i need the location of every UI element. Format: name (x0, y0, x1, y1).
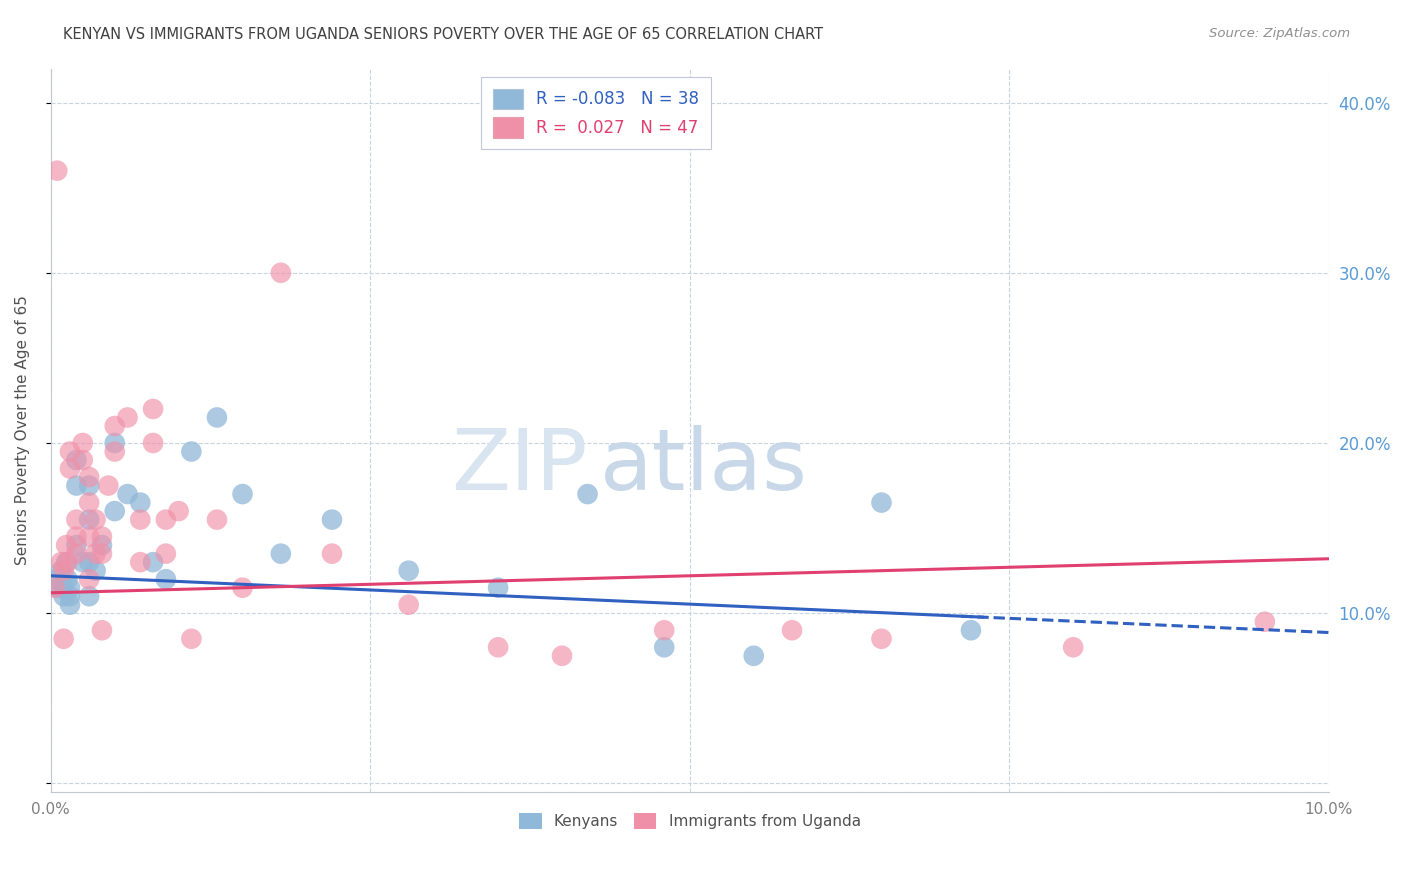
Point (56, 572, 79, 586)
Point (321, 513, 343, 527)
Point (398, 564, 420, 578)
Point (59, 589, 82, 603)
Point (180, 444, 202, 458)
Point (104, 436, 127, 450)
Point (77, 530, 100, 544)
Point (77, 478, 100, 492)
Point (486, 640, 509, 655)
Point (77, 495, 100, 509)
Point (167, 504, 190, 518)
Point (91, 624, 114, 638)
Point (576, 487, 599, 501)
Point (231, 581, 253, 595)
Point (231, 487, 253, 501)
Point (59, 598, 82, 612)
Point (155, 572, 177, 586)
Point (91, 538, 114, 552)
Point (65, 453, 87, 467)
Point (56, 555, 79, 569)
Point (129, 495, 152, 509)
Point (205, 410, 228, 425)
Point (55, 555, 77, 569)
Point (91, 530, 114, 544)
Point (52, 564, 75, 578)
Point (46, 581, 69, 595)
Point (1062, 640, 1084, 655)
Point (52, 632, 75, 646)
Point (180, 632, 202, 646)
Point (104, 444, 127, 458)
Point (72, 436, 94, 450)
Point (142, 401, 165, 416)
Point (742, 648, 765, 663)
Point (65, 547, 87, 561)
Point (46, 572, 69, 586)
Point (142, 555, 165, 569)
Point (398, 598, 420, 612)
Point (46, 163, 69, 178)
Point (270, 547, 292, 561)
Point (59, 444, 82, 458)
Point (52, 589, 75, 603)
Point (77, 555, 100, 569)
Point (551, 648, 574, 663)
Point (652, 640, 675, 655)
Point (77, 572, 100, 586)
Point (129, 555, 152, 569)
Point (77, 589, 100, 603)
Point (142, 436, 165, 450)
Point (77, 513, 100, 527)
Point (129, 513, 152, 527)
Point (65, 538, 87, 552)
Point (84, 547, 107, 561)
Text: atlas: atlas (600, 425, 808, 508)
Point (117, 487, 139, 501)
Point (72, 555, 94, 569)
Point (960, 624, 983, 638)
Point (65, 478, 87, 492)
Point (84, 564, 107, 578)
Point (97, 478, 120, 492)
Point (205, 513, 228, 527)
Y-axis label: Seniors Poverty Over the Age of 65: Seniors Poverty Over the Age of 65 (15, 295, 30, 566)
Point (117, 410, 139, 425)
Point (55, 538, 77, 552)
Text: Source: ZipAtlas.com: Source: ZipAtlas.com (1209, 27, 1350, 40)
Point (486, 581, 509, 595)
Point (870, 495, 893, 509)
Point (104, 419, 127, 434)
Point (91, 547, 114, 561)
Point (65, 530, 87, 544)
Point (1254, 615, 1277, 629)
Point (52, 581, 75, 595)
Point (44, 581, 66, 595)
Point (652, 624, 675, 638)
Point (49, 564, 72, 578)
Point (49, 555, 72, 569)
Point (155, 513, 177, 527)
Point (59, 581, 82, 595)
Point (155, 547, 177, 561)
Text: ZIP: ZIP (451, 425, 588, 508)
Point (104, 504, 127, 518)
Point (270, 266, 292, 280)
Point (84, 513, 107, 527)
Point (65, 513, 87, 527)
Point (72, 453, 94, 467)
Point (59, 461, 82, 475)
Point (321, 547, 343, 561)
Point (870, 632, 893, 646)
Legend: Kenyans, Immigrants from Uganda: Kenyans, Immigrants from Uganda (513, 806, 868, 835)
Point (77, 470, 100, 484)
Text: KENYAN VS IMMIGRANTS FROM UGANDA SENIORS POVERTY OVER THE AGE OF 65 CORRELATION : KENYAN VS IMMIGRANTS FROM UGANDA SENIORS… (63, 27, 824, 42)
Point (780, 624, 803, 638)
